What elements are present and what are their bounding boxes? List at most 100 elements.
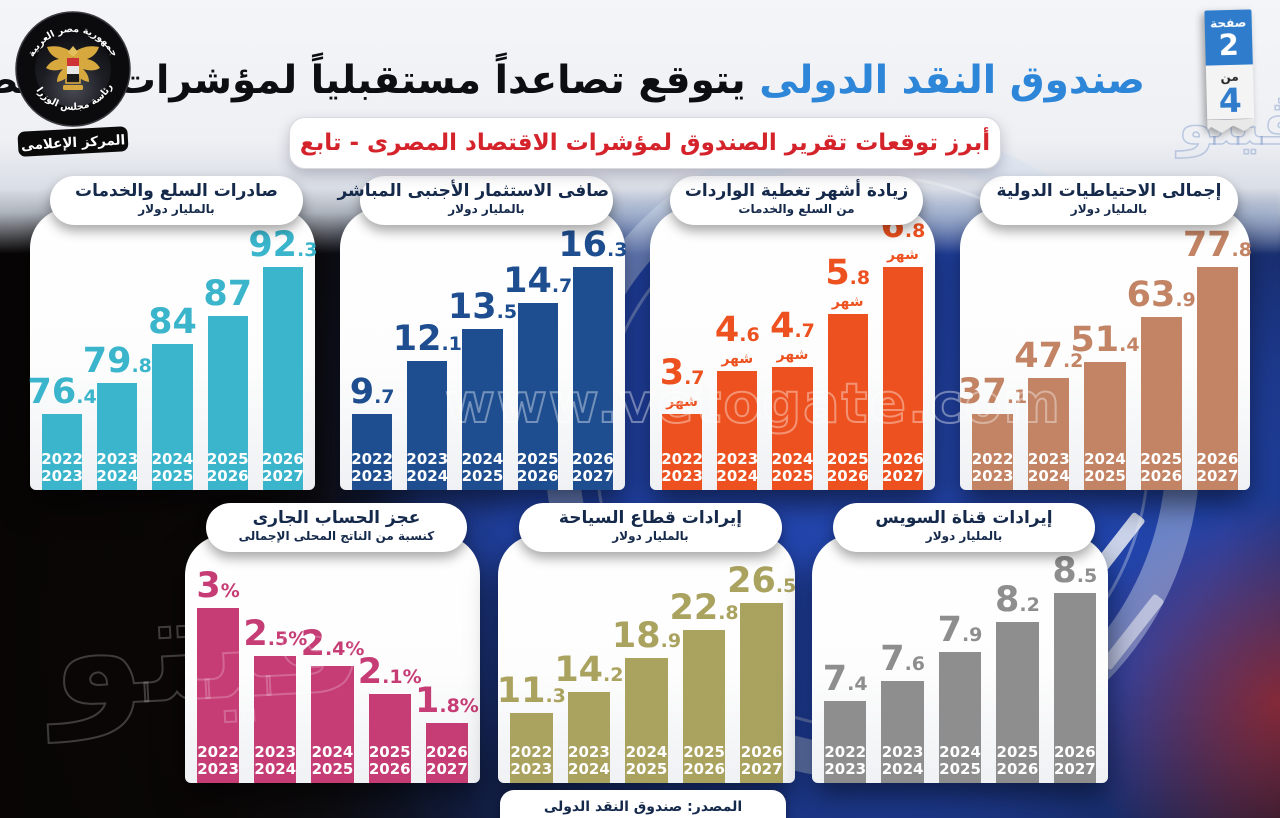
page-indicator: صفحة 2 من 4 xyxy=(1204,9,1254,134)
chart-title-bubble: صافى الاستثمار الأجنبى المباشر بالمليار … xyxy=(337,176,614,225)
bar-value-label: 18.9 xyxy=(611,615,682,656)
bar: 2022 2023 xyxy=(824,701,867,783)
bar-year-label: 2024 2025 xyxy=(939,743,981,779)
emblem-banner: المركز الإعلامى xyxy=(17,126,129,157)
bar: 2023 2024 xyxy=(567,692,611,783)
bar-year-label: 2024 2025 xyxy=(625,743,668,779)
bar-year-label: 2022 2023 xyxy=(351,450,393,486)
chart-title: زيادة أشهر تغطية الواردات xyxy=(684,181,909,201)
chart-title: إيرادات قطاع السياحة xyxy=(558,508,743,528)
bar-value-label: 9.7 xyxy=(349,371,395,412)
bar: 2022 2023 xyxy=(41,414,83,490)
bar-year-label: 2022 2023 xyxy=(661,450,703,486)
bar: 2024 2025 xyxy=(1084,362,1126,490)
total-pages: 4 xyxy=(1218,81,1243,121)
bar-year-label: 2026 2027 xyxy=(882,450,924,486)
bar-column: 12.1 2023 2024 xyxy=(393,321,462,490)
bar: 2026 2027 xyxy=(572,267,614,490)
bar: 2026 2027 xyxy=(740,603,783,783)
bar-column: 2.4% 2024 2025 xyxy=(301,626,364,783)
bar-group: 3.7 شهر 2022 2023 4.6 شهر 2023 2024 4.7 شهر 2024 20… xyxy=(659,208,925,490)
chart-subtitle: بالمليار دولار xyxy=(612,529,689,544)
bar-year-label: 2025 2026 xyxy=(996,743,1039,779)
bar-column: 9.7 2022 2023 xyxy=(349,371,395,490)
bar: 2023 2024 xyxy=(96,383,138,490)
chart-title-bubble: صادرات السلع والخدمات بالمليار دولار xyxy=(49,176,304,225)
bar: 2022 2023 xyxy=(972,414,1013,490)
bar-year-label: 2025 2026 xyxy=(206,450,249,486)
bar-year-label: 2026 2027 xyxy=(572,450,614,486)
bar-value-label: 63.9 xyxy=(1126,274,1196,315)
bar-group: 9.7 2022 2023 12.1 2023 2024 13.5 2024 2025 14.7 2… xyxy=(349,227,628,490)
bar-unit-label: شهر xyxy=(666,394,698,410)
chart-title-bubble: إجمالى الاحتياطيات الدولية بالمليار دولا… xyxy=(980,176,1238,225)
bar: 2025 2026 xyxy=(682,630,726,783)
bar: 2022 2023 xyxy=(351,414,393,490)
bar-value-label: 1.8% xyxy=(415,680,479,721)
bar-column: 7.6 2023 2024 xyxy=(880,641,925,783)
bar-value-label: 37.1 xyxy=(958,371,1028,412)
chart-subtitle: بالمليار دولار xyxy=(925,529,1003,544)
bar: 2025 2026 xyxy=(517,303,559,490)
bar-year-label: 2025 2026 xyxy=(516,450,559,486)
bar-value-label: 14.7 xyxy=(503,260,573,301)
bar: 2023 2024 xyxy=(254,656,297,783)
chart-current-account-deficit: عجز الحساب الجارى كنسبة من الناتج المحلى… xyxy=(185,503,480,783)
bar-year-label: 2024 2025 xyxy=(461,450,504,486)
chart-title-bubble: إيرادات قناة السويس بالمليار دولار xyxy=(832,503,1096,552)
bar-column: 8.5 2026 2027 xyxy=(1052,553,1097,783)
bar: 2024 2025 xyxy=(462,329,503,490)
chart-tourism-revenues: إيرادات قطاع السياحة بالمليار دولار 11.3… xyxy=(496,503,796,783)
chart-subtitle: بالمليار دولار xyxy=(448,202,525,217)
bar-value-label: 47.2 xyxy=(1014,335,1084,376)
chart-title-bubble: زيادة أشهر تغطية الواردات من السلع والخد… xyxy=(669,176,924,225)
chart-subtitle: من السلع والخدمات xyxy=(738,202,855,217)
chart-subtitle: بالمليار دولار xyxy=(138,202,215,217)
page-indicator-total: من 4 xyxy=(1205,64,1255,121)
chart-import-coverage: زيادة أشهر تغطية الواردات من السلع والخد… xyxy=(650,176,935,490)
bar-year-label: 2022 2023 xyxy=(41,450,83,486)
bar-column: 13.5 2024 2025 xyxy=(448,289,517,490)
page-indicator-current: صفحة 2 xyxy=(1204,9,1253,67)
bar: 2026 2027 xyxy=(882,267,924,490)
bar: 2025 2026 xyxy=(827,314,869,490)
bar-group: 76.4 2022 2023 79.8 2023 2024 84 2024 2025 87 2025… xyxy=(28,227,318,490)
chart-exports-goods-services: صادرات السلع والخدمات بالمليار دولار 76.… xyxy=(28,176,318,490)
bar: 2024 2025 xyxy=(625,658,668,783)
ribbon-tail xyxy=(1207,119,1254,134)
bar-value-label: 2.4% xyxy=(300,623,365,664)
chart-international-reserves: إجمالى الاحتياطيات الدولية بالمليار دولا… xyxy=(958,176,1252,490)
chart-title: إيرادات قناة السويس xyxy=(875,508,1053,528)
bar-year-label: 2025 2026 xyxy=(683,743,725,779)
bar-column: 3.7 شهر 2022 2023 xyxy=(659,352,705,490)
bar-column: 84 2024 2025 xyxy=(148,304,197,490)
page-number: 2 xyxy=(1218,27,1240,63)
bar-unit-label: شهر xyxy=(831,294,864,310)
bar-value-label: 3.7 xyxy=(659,352,705,393)
bar-year-label: 2024 2025 xyxy=(311,743,354,779)
bar-value-label: 76.4 xyxy=(27,371,97,412)
bar-year-label: 2023 2024 xyxy=(254,743,297,779)
bar-value-label: 5.8 xyxy=(825,252,871,293)
bar: 2022 2023 xyxy=(510,713,553,783)
chart-title: عجز الحساب الجارى xyxy=(252,508,421,528)
bar: 2026 2027 xyxy=(1197,267,1238,490)
bar: 2025 2026 xyxy=(1140,317,1182,490)
source-label: المصدر: صندوق النقد الدولى xyxy=(500,790,786,818)
bar: 2025 2026 xyxy=(368,694,411,783)
bar-year-label: 2023 2024 xyxy=(716,450,759,486)
bar-column: 1.8% 2026 2027 xyxy=(415,683,479,783)
bar-column: 3% 2022 2023 xyxy=(196,565,240,783)
bar: 2024 2025 xyxy=(152,344,193,490)
bar-year-label: 2023 2024 xyxy=(406,450,449,486)
bar: 2024 2025 xyxy=(938,652,982,783)
bar-year-label: 2024 2025 xyxy=(771,450,814,486)
bar-value-label: 11.3 xyxy=(496,670,566,711)
bar: 2026 2027 xyxy=(425,723,469,783)
bar-year-label: 2023 2024 xyxy=(96,450,139,486)
bar: 2025 2026 xyxy=(207,316,249,490)
bar-column: 92.3 2026 2027 xyxy=(248,227,318,490)
bar-value-label: 12.1 xyxy=(392,318,462,359)
bar-value-label: 3% xyxy=(196,565,240,606)
